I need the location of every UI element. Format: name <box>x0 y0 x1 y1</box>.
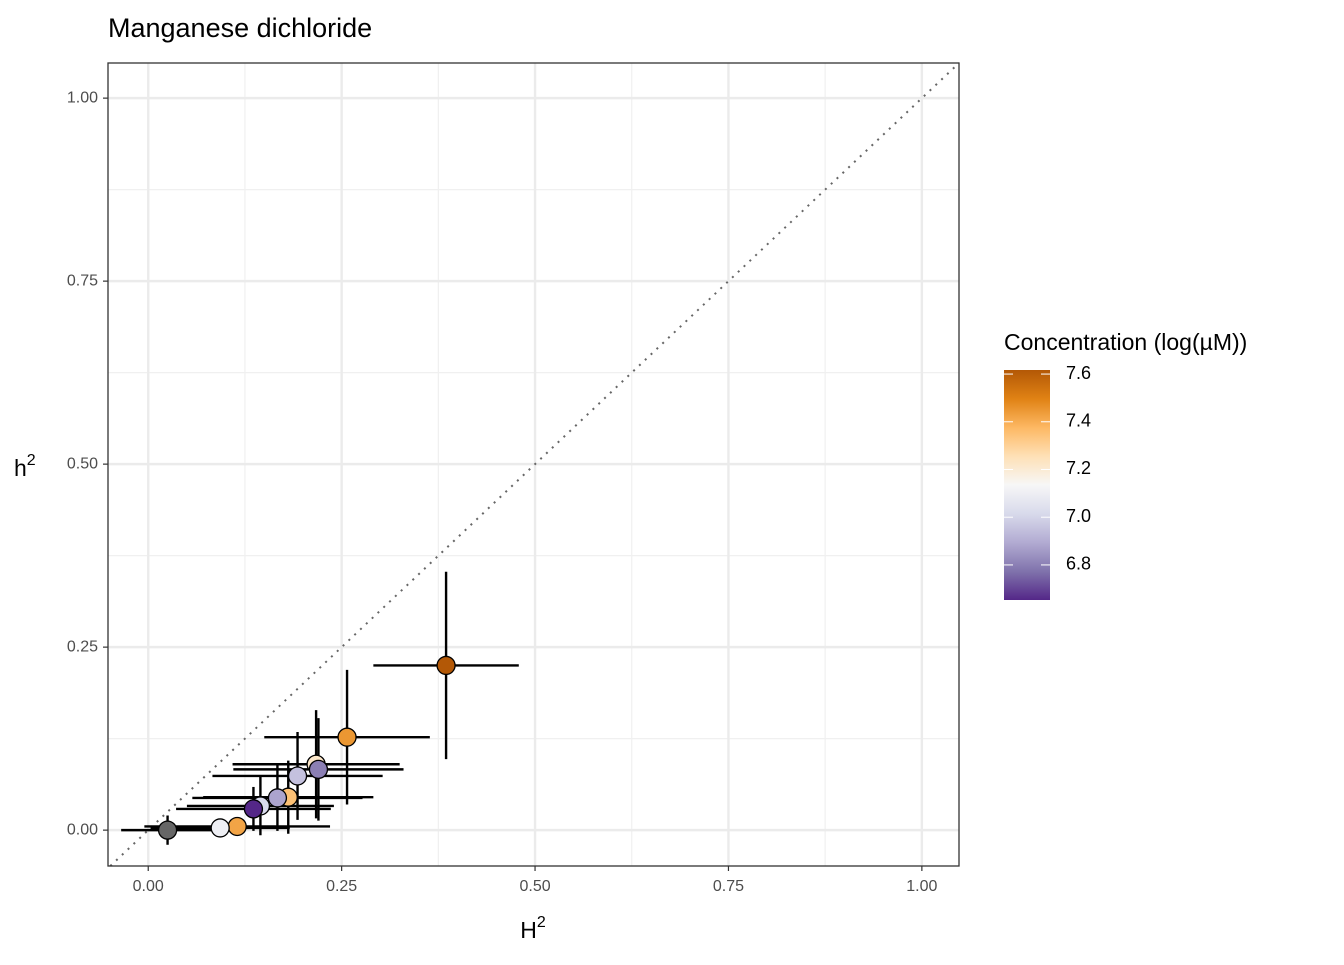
legend-title: Concentration (log(µM)) <box>1004 329 1247 355</box>
point <box>210 818 230 838</box>
point <box>436 655 456 676</box>
y-label-sup: 2 <box>27 452 36 469</box>
y-tick-label: 0.50 <box>67 455 98 472</box>
legend-tick-label: 7.4 <box>1066 411 1091 431</box>
x-label-main: H <box>520 917 537 943</box>
x-axis-label: H2 <box>520 914 546 943</box>
point <box>308 759 329 780</box>
legend-tick-label: 7.2 <box>1066 458 1091 478</box>
y-axis-label: h2 <box>14 452 36 481</box>
point <box>287 766 308 786</box>
chart-title: Manganese dichloride <box>108 13 372 43</box>
y-tick-label: 0.00 <box>67 821 98 838</box>
x-tick-label: 0.25 <box>326 878 357 895</box>
x-tick-label: 0.50 <box>519 878 550 895</box>
legend-tick-label: 6.8 <box>1066 554 1091 574</box>
point <box>337 727 357 747</box>
legend-tick-label: 7.6 <box>1066 363 1091 383</box>
y-tick-label: 0.75 <box>67 272 98 289</box>
reference-line <box>109 62 960 867</box>
point <box>267 788 288 808</box>
point <box>157 820 178 840</box>
point <box>243 799 264 819</box>
y-tick-label: 0.25 <box>67 638 98 655</box>
x-tick-label: 1.00 <box>906 878 937 895</box>
y-tick-label: 1.00 <box>67 89 98 106</box>
colorbar <box>1004 370 1050 600</box>
point <box>227 816 247 837</box>
x-label-sup: 2 <box>537 914 546 931</box>
x-tick-label: 0.75 <box>713 878 744 895</box>
panel-border <box>107 62 960 867</box>
x-tick-label: 0.00 <box>133 878 164 895</box>
legend-tick-label: 7.0 <box>1066 506 1091 526</box>
y-label-main: h <box>14 455 27 481</box>
